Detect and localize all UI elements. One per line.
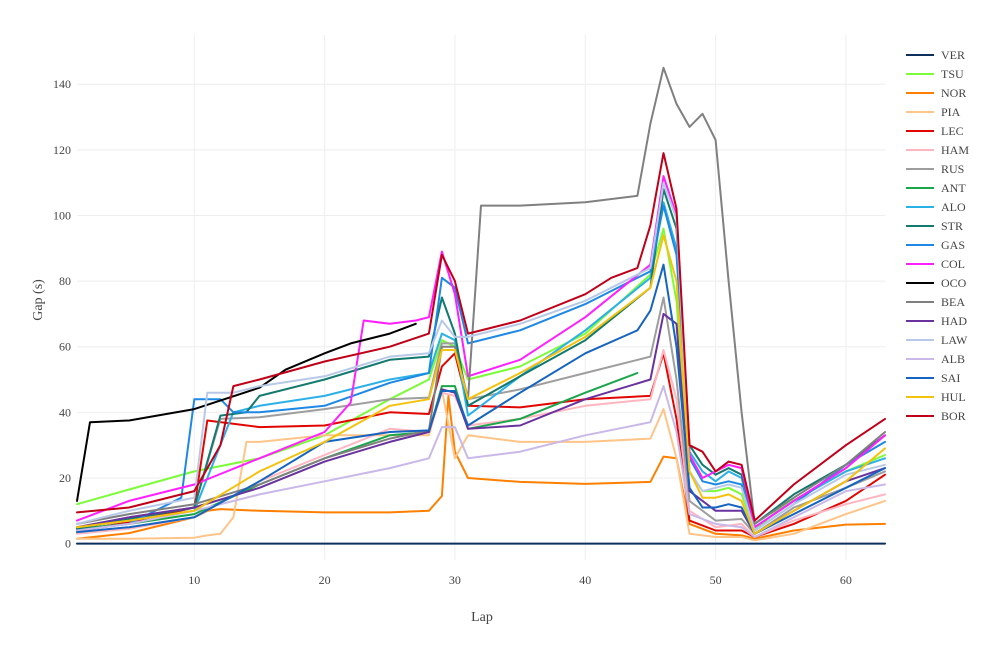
x-tick-label: 40 — [579, 573, 591, 587]
legend-label: PIA — [941, 105, 961, 119]
legend-item-lec[interactable]: LEC — [906, 124, 964, 138]
series-line-alb — [76, 385, 886, 538]
x-tick-label: 50 — [710, 573, 722, 587]
legend-item-oco[interactable]: OCO — [906, 276, 967, 290]
legend-label: ALB — [941, 352, 965, 366]
legend-label: NOR — [941, 86, 966, 100]
legend-item-alb[interactable]: ALB — [906, 352, 965, 366]
series-line-law — [76, 181, 886, 532]
y-axis-title: Gap (s) — [31, 279, 46, 321]
legend-item-pia[interactable]: PIA — [906, 105, 961, 119]
legend-label: BOR — [941, 409, 966, 423]
x-tick-label: 10 — [188, 573, 200, 587]
legend-label: GAS — [941, 238, 965, 252]
x-tick-label: 60 — [840, 573, 852, 587]
legend-item-tsu[interactable]: TSU — [906, 67, 964, 81]
legend-item-ver[interactable]: VER — [906, 48, 965, 62]
y-tick-label: 0 — [65, 537, 71, 551]
series-line-hul — [76, 234, 886, 535]
series-line-pia — [76, 388, 886, 542]
legend-label: HAM — [941, 143, 969, 157]
series-lines — [76, 66, 886, 545]
legend-label: ANT — [941, 181, 966, 195]
legend-item-col[interactable]: COL — [906, 257, 965, 271]
y-tick-label: 60 — [59, 340, 71, 354]
legend-label: STR — [941, 219, 963, 233]
legend-item-sai[interactable]: SAI — [906, 371, 960, 385]
legend-label: TSU — [941, 67, 964, 81]
series-line-str — [76, 188, 886, 530]
legend-item-rus[interactable]: RUS — [906, 162, 964, 176]
legend-label: HUL — [941, 390, 966, 404]
legend-label: HAD — [941, 314, 967, 328]
y-tick-label: 100 — [53, 208, 71, 222]
series-line-col — [76, 175, 886, 529]
legend-label: ALO — [941, 200, 966, 214]
x-tick-labels: 10 20 30 40 50 60 — [188, 573, 852, 587]
legend-item-bor[interactable]: BOR — [906, 409, 966, 423]
legend-item-bea[interactable]: BEA — [906, 295, 965, 309]
y-tick-label: 80 — [59, 274, 71, 288]
legend-label: RUS — [941, 162, 964, 176]
legend-label: VER — [941, 48, 965, 62]
legend-item-had[interactable]: HAD — [906, 314, 967, 328]
legend-item-alo[interactable]: ALO — [906, 200, 966, 214]
series-line-bor — [76, 152, 886, 522]
legend-label: LEC — [941, 124, 964, 138]
legend-label: LAW — [941, 333, 968, 347]
x-tick-label: 30 — [449, 573, 461, 587]
legend-label: SAI — [941, 371, 960, 385]
y-tick-labels: 0 20 40 60 80 100 120 140 — [53, 77, 71, 550]
y-tick-label: 20 — [59, 471, 71, 485]
series-line-lec — [76, 352, 886, 538]
legend-item-str[interactable]: STR — [906, 219, 963, 233]
x-tick-label: 20 — [319, 573, 331, 587]
x-axis-title: Lap — [471, 610, 493, 625]
legend-label: COL — [941, 257, 965, 271]
y-tick-label: 120 — [53, 143, 71, 157]
legend-label: OCO — [941, 276, 967, 290]
y-tick-label: 40 — [59, 405, 71, 419]
series-line-nor — [76, 394, 886, 540]
series-line-oco — [76, 322, 417, 502]
y-tick-label: 140 — [53, 77, 71, 91]
series-line-bea — [76, 66, 886, 525]
series-line-rus — [76, 296, 886, 535]
legend-item-gas[interactable]: GAS — [906, 238, 965, 252]
legend: VER TSU NOR PIA LEC HAM RUS ANT ALO STR GAS COL OCO B… — [906, 48, 969, 423]
legend-item-ham[interactable]: HAM — [906, 143, 969, 157]
legend-label: BEA — [941, 295, 965, 309]
legend-item-hul[interactable]: HUL — [906, 390, 966, 404]
legend-item-nor[interactable]: NOR — [906, 86, 966, 100]
series-line-gas — [76, 204, 886, 532]
legend-item-law[interactable]: LAW — [906, 333, 968, 347]
legend-item-ant[interactable]: ANT — [906, 181, 966, 195]
